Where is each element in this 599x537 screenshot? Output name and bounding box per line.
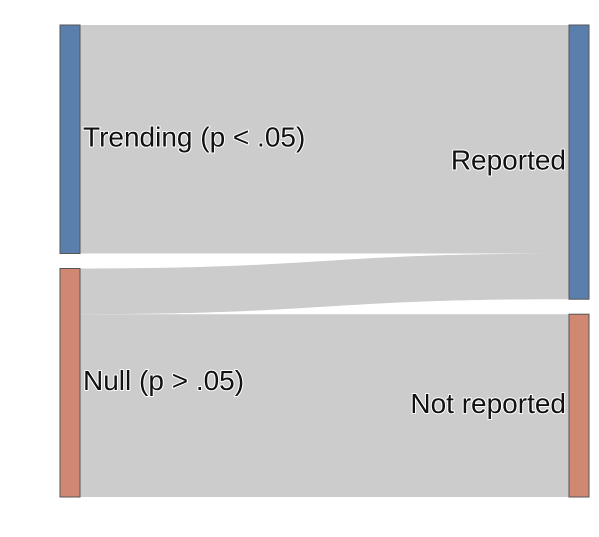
sankey-node-trending — [59, 24, 81, 254]
sankey-node-null — [59, 268, 81, 498]
sankey-labels: Trending (p < .05) Null (p > .05) Reported… — [82, 121, 567, 420]
sankey-link-trending-to-reported — [80, 25, 569, 254]
sankey-nodes — [59, 24, 590, 498]
sankey-node-label-not_reported: Not reported — [410, 388, 566, 419]
sankey-node-reported — [568, 24, 590, 300]
sankey-node-not_reported — [568, 313, 590, 498]
sankey-node-label-reported: Reported — [451, 144, 566, 175]
sankey-link-null-to-not_reported — [80, 314, 569, 497]
sankey-links — [80, 25, 569, 497]
sankey-node-label-null: Null (p > .05) — [83, 365, 244, 396]
sankey-node-label-trending: Trending (p < .05) — [83, 122, 305, 153]
sankey-link-null-to-reported — [80, 253, 569, 315]
